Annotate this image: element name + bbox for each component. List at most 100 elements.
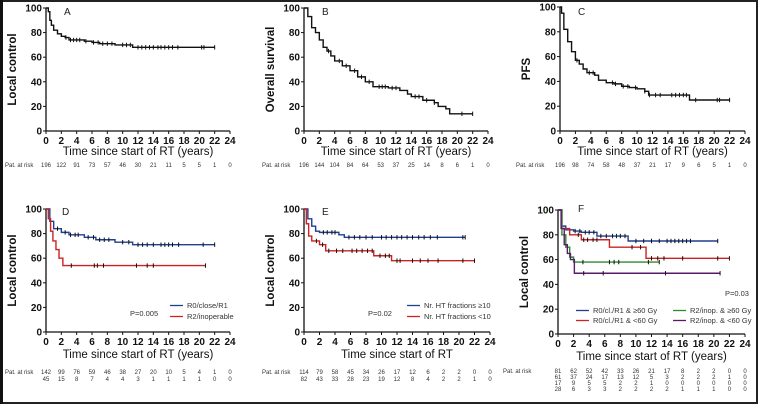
x-tick-label: 22 [724, 136, 736, 147]
left-edge [0, 0, 3, 404]
at-risk-value: 122 [56, 163, 67, 169]
at-risk-value: 0 [228, 163, 232, 169]
x-tick-label: 22 [469, 337, 481, 348]
at-risk-value: 6 [572, 387, 576, 393]
x-tick-label: 14 [148, 337, 160, 348]
at-risk-value: 58 [603, 163, 610, 169]
at-risk-label: Pat. at risk [262, 370, 291, 376]
y-tick-label: 60 [31, 53, 43, 64]
x-tick-label: 20 [452, 136, 464, 147]
km-curve [558, 209, 718, 242]
y-tick-label: 40 [289, 77, 301, 88]
at-risk-value: 43 [316, 377, 323, 383]
at-risk-value: 61 [555, 375, 562, 381]
legend-label: Nr. HT fractions <10 [424, 312, 491, 321]
at-risk-value: 28 [347, 377, 354, 383]
x-tick-label: 24 [224, 337, 236, 348]
at-risk-value: 3 [665, 375, 669, 381]
y-tick-label: 100 [539, 3, 556, 14]
y-tick-label: 20 [543, 305, 555, 316]
x-tick-label: 8 [618, 339, 624, 350]
y-tick-label: 100 [283, 205, 300, 216]
at-risk-value: 2 [634, 381, 638, 387]
at-risk-value: 104 [330, 163, 341, 169]
legend-label: Nr. HT fractions ≥10 [424, 301, 491, 310]
at-risk-value: 5 [182, 163, 186, 169]
x-tick-label: 16 [163, 337, 175, 348]
x-tick-label: 8 [619, 136, 625, 147]
y-tick-label: 80 [289, 229, 301, 240]
at-risk-value: 45 [347, 370, 354, 376]
at-risk-value: 17 [394, 370, 401, 376]
y-tick-label: 40 [545, 77, 557, 88]
at-risk-value: 76 [73, 370, 80, 376]
at-risk-value: 4 [121, 377, 125, 383]
x-tick-label: 12 [391, 337, 403, 348]
at-risk-value: 0 [213, 377, 217, 383]
x-axis-label: Time since start of RT (years) [63, 349, 214, 361]
y-axis-label: Overall survival [265, 27, 277, 113]
at-risk-value: 21 [150, 163, 157, 169]
at-risk-value: 0 [488, 370, 492, 376]
at-risk-value: 73 [89, 163, 96, 169]
y-tick-label: 80 [31, 229, 43, 240]
at-risk-value: 64 [362, 163, 369, 169]
x-tick-label: 18 [693, 339, 705, 350]
at-risk-value: 8 [681, 369, 685, 375]
legend-label: R2/inoperable [187, 312, 234, 321]
y-tick-label: 60 [31, 254, 43, 265]
at-risk-value: 8 [440, 163, 444, 169]
at-risk-value: 98 [572, 163, 579, 169]
y-tick-label: 20 [289, 102, 301, 113]
at-risk-value: 6 [456, 163, 460, 169]
at-risk-value: 33 [617, 369, 624, 375]
at-risk-value: 15 [58, 377, 65, 383]
x-tick-label: 14 [662, 339, 674, 350]
at-risk-label: Pat. at risk [503, 369, 532, 375]
at-risk-value: 7 [90, 377, 94, 383]
at-risk-value: 0 [665, 381, 669, 387]
at-risk-value: 81 [555, 369, 562, 375]
at-risk-value: 142 [41, 370, 52, 376]
at-risk-value: 8 [75, 377, 79, 383]
at-risk-value: 45 [43, 377, 50, 383]
at-risk-value: 0 [697, 381, 701, 387]
at-risk-value: 0 [712, 381, 716, 387]
x-tick-label: 2 [317, 136, 323, 147]
at-risk-value: 9 [572, 381, 576, 387]
km-curve [560, 6, 730, 101]
x-tick-label: 16 [678, 136, 690, 147]
panel-letter: E [322, 207, 329, 218]
at-risk-value: 1 [152, 377, 156, 383]
x-axis-label: Time since start of RT (years) [577, 146, 728, 158]
at-risk-value: 28 [555, 387, 562, 393]
panel-letter: A [64, 7, 71, 18]
at-risk-value: 3 [136, 377, 140, 383]
at-risk-value: 23 [363, 377, 370, 383]
at-risk-value: 30 [135, 163, 142, 169]
panel-letter: D [62, 207, 69, 218]
at-risk-label: Pat. at risk [516, 163, 545, 169]
x-tick-label: 10 [117, 337, 129, 348]
x-tick-label: 24 [484, 337, 496, 348]
at-risk-value: 26 [378, 370, 385, 376]
x-tick-label: 16 [421, 136, 433, 147]
at-risk-value: 196 [299, 163, 310, 169]
at-risk-value: 2 [619, 381, 623, 387]
at-risk-value: 99 [58, 370, 65, 376]
at-risk-value: 5 [182, 370, 186, 376]
x-tick-label: 10 [117, 136, 129, 147]
y-tick-label: 40 [31, 77, 43, 88]
at-risk-value: 9 [682, 163, 686, 169]
x-tick-label: 12 [647, 136, 659, 147]
y-tick-label: 0 [550, 127, 556, 138]
x-axis-label: Time since start of RT [341, 349, 453, 361]
x-tick-label: 24 [739, 136, 751, 147]
at-risk-value: 0 [228, 370, 232, 376]
at-risk-value: 21 [648, 369, 655, 375]
x-tick-label: 0 [555, 339, 561, 350]
